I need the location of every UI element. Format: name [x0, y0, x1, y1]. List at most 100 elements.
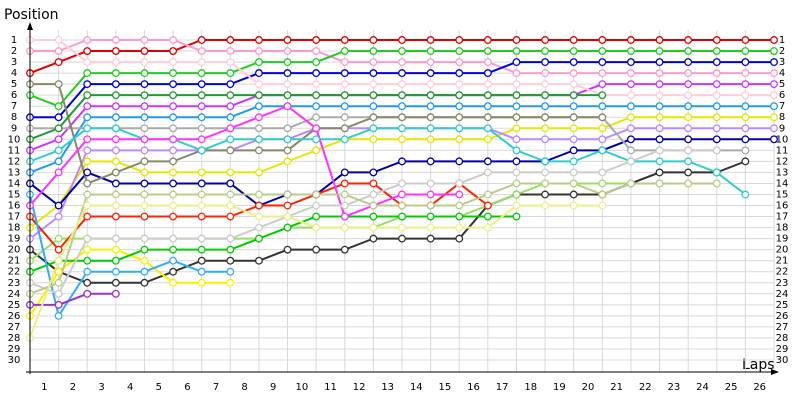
data-point: [684, 69, 693, 78]
data-point: [197, 91, 206, 100]
data-point: [369, 58, 378, 67]
data-point: [426, 124, 435, 133]
data-point: [54, 135, 63, 144]
data-point: [398, 190, 406, 199]
data-point: [541, 47, 550, 55]
y-axis-arrow: [27, 22, 33, 30]
data-point: [626, 69, 635, 78]
data-point: [455, 102, 464, 111]
data-point: [512, 102, 521, 111]
data-point: [54, 267, 63, 276]
data-point: [684, 102, 693, 111]
data-point: [741, 146, 750, 155]
data-point: [655, 168, 664, 177]
data-point: [340, 124, 349, 133]
data-point: [111, 47, 120, 55]
data-point: [254, 256, 263, 265]
x-tick-label: 7: [213, 382, 219, 393]
data-point: [312, 36, 321, 44]
y-tick-label-right: 17: [776, 212, 789, 223]
data-point: [398, 80, 406, 89]
data-point: [111, 157, 120, 166]
data-point: [712, 124, 721, 133]
data-point: [598, 91, 607, 100]
data-point: [140, 245, 149, 254]
data-point: [226, 135, 235, 144]
data-point: [626, 102, 635, 111]
y-tick-label-right: 26: [776, 311, 789, 322]
data-point: [254, 212, 263, 221]
data-point: [741, 102, 750, 111]
data-point: [712, 113, 721, 122]
data-point: [254, 135, 263, 144]
x-tick-label: 23: [667, 382, 680, 393]
x-tick-label: 13: [381, 382, 394, 393]
data-point: [169, 168, 178, 177]
data-point: [626, 113, 635, 122]
data-point: [83, 190, 92, 199]
data-point: [169, 179, 178, 188]
data-point: [254, 201, 263, 210]
y-tick-label-right: 5: [779, 79, 785, 90]
data-point: [169, 190, 178, 199]
x-tick-label: 4: [127, 382, 133, 393]
data-point: [54, 102, 63, 111]
data-point: [140, 179, 149, 188]
data-point: [226, 146, 235, 155]
y-tick-label: 1: [11, 35, 17, 46]
data-point: [541, 124, 550, 133]
data-point: [398, 223, 406, 232]
data-point: [741, 36, 750, 44]
data-point: [312, 223, 321, 232]
data-point: [169, 124, 178, 133]
data-point: [770, 113, 778, 122]
data-point: [283, 135, 292, 144]
data-point: [312, 245, 321, 254]
data-point: [197, 190, 206, 199]
data-point: [684, 58, 693, 67]
data-point: [512, 113, 521, 122]
data-point: [226, 113, 235, 122]
data-point: [398, 47, 406, 55]
data-point: [111, 69, 120, 78]
data-point: [426, 190, 435, 199]
x-tick-label: 16: [467, 382, 480, 393]
data-point: [340, 80, 349, 89]
data-point: [340, 190, 349, 199]
data-point: [226, 245, 235, 254]
data-point: [340, 47, 349, 55]
data-point: [140, 124, 149, 133]
data-point: [455, 113, 464, 122]
data-point: [83, 256, 92, 265]
x-tick-label: 24: [696, 382, 709, 393]
data-point: [197, 267, 206, 276]
data-point: [83, 124, 92, 133]
data-point: [140, 135, 149, 144]
data-point: [712, 135, 721, 144]
data-point: [312, 113, 321, 122]
data-point: [169, 102, 178, 111]
data-point: [111, 58, 120, 67]
data-point: [398, 58, 406, 67]
data-point: [54, 58, 63, 67]
data-point: [111, 212, 120, 221]
data-point: [398, 113, 406, 122]
data-point: [369, 135, 378, 144]
data-point: [426, 212, 435, 221]
data-point: [398, 102, 406, 111]
data-point: [684, 47, 693, 55]
data-point: [598, 124, 607, 133]
data-point: [254, 69, 263, 78]
data-point: [197, 201, 206, 210]
data-point: [83, 47, 92, 55]
data-point: [83, 201, 92, 210]
data-point: [426, 80, 435, 89]
data-point: [455, 223, 464, 232]
y-tick-label-right: 6: [779, 90, 785, 101]
data-point: [426, 47, 435, 55]
data-point: [340, 179, 349, 188]
data-point: [283, 91, 292, 100]
data-point: [169, 256, 178, 265]
data-point: [483, 80, 492, 89]
